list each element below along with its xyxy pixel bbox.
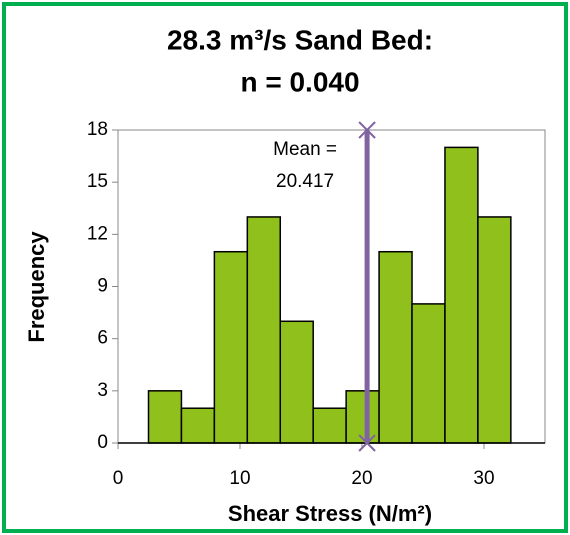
y-axis-label: Frequency	[24, 231, 49, 343]
x-tick-label: 10	[229, 468, 250, 489]
y-tick-label: 6	[97, 328, 108, 349]
y-tick-label: 12	[87, 223, 108, 244]
bar	[477, 216, 512, 444]
x-tick-label: 0	[113, 468, 124, 489]
bar	[312, 407, 347, 444]
y-tick-label: 3	[97, 380, 108, 401]
y-tick-label: 18	[87, 119, 108, 140]
mean-marker	[358, 121, 376, 139]
y-tick-label: 15	[87, 171, 108, 192]
mean-marker	[358, 434, 376, 452]
y-tick-label: 0	[97, 432, 108, 453]
x-tick-label: 20	[351, 468, 372, 489]
bar	[411, 303, 446, 444]
bar	[246, 216, 282, 444]
bar	[213, 250, 249, 444]
bar	[279, 320, 314, 444]
annotation: 20.417	[276, 171, 334, 192]
chart-title: n = 0.040	[240, 66, 359, 97]
annotation: Mean =	[273, 139, 337, 160]
y-tick-label: 9	[97, 276, 108, 297]
bar	[378, 250, 413, 444]
bar	[444, 146, 479, 444]
bar	[147, 390, 183, 444]
x-tick-label: 30	[473, 468, 494, 489]
x-axis-label: Shear Stress (N/m²)	[228, 501, 432, 526]
bar	[180, 407, 216, 444]
chart-title: 28.3 m³/s Sand Bed:	[167, 24, 433, 55]
